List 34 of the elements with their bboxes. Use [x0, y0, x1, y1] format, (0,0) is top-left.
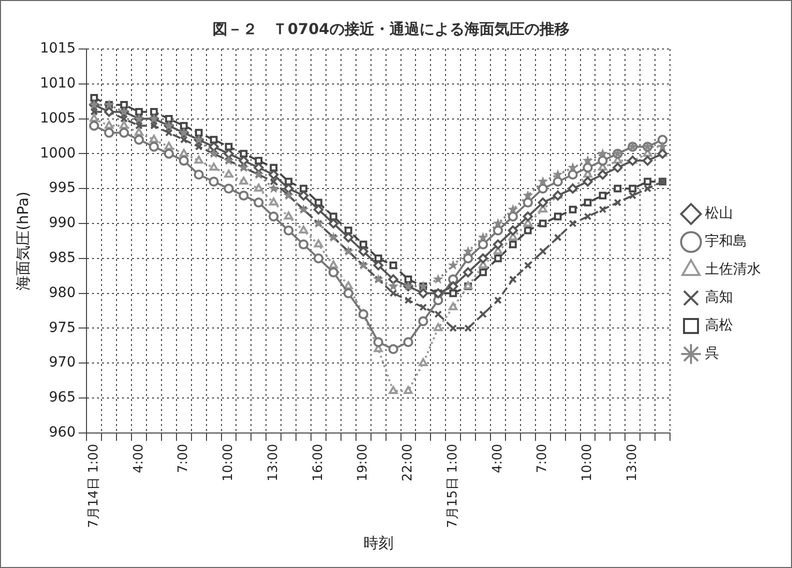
y-tick-label: 1010 — [40, 76, 76, 92]
y-tick-label: 990 — [48, 215, 76, 232]
y-tick-label: 975 — [48, 320, 76, 336]
legend-label: 高松 — [705, 318, 733, 334]
y-tick-label: 960 — [48, 424, 76, 440]
x-tick-label: 10:00 — [221, 444, 236, 482]
legend-label: 高知 — [705, 290, 733, 306]
y-tick-label: 970 — [48, 354, 76, 371]
y-tick-label: 1005 — [40, 110, 76, 126]
x-axis-title: 時刻 — [363, 534, 394, 552]
x-tick-label: 22:00 — [400, 444, 416, 482]
y-axis-title: 海面気圧(hPa) — [14, 192, 32, 290]
x-tick-label: 19:00 — [356, 444, 371, 482]
x-tick-label: 7月14日 1:00 — [86, 444, 102, 528]
chart-title: 図－２ Ｔ0704の接近・通過による海面気圧の推移 — [212, 20, 570, 38]
legend-label: 土佐清水 — [705, 262, 761, 278]
x-tick-label: 16:00 — [310, 444, 326, 482]
legend-label: 松山 — [705, 206, 733, 222]
x-tick-label: 7月15日 1:00 — [445, 444, 460, 528]
x-tick-label: 4:00 — [131, 444, 146, 474]
y-tick-label: 1015 — [40, 40, 76, 57]
y-tick-label: 995 — [48, 180, 76, 196]
y-tick-label: 965 — [48, 390, 76, 406]
y-tick-label: 985 — [48, 250, 76, 266]
x-tick-label: 7:00 — [535, 444, 550, 474]
x-tick-label: 10:00 — [580, 444, 596, 482]
x-tick-label: 13:00 — [266, 444, 281, 482]
y-tick-label: 980 — [48, 284, 76, 301]
legend-label: 呉 — [705, 346, 719, 362]
x-tick-label: 7:00 — [176, 444, 192, 474]
x-tick-label: 4:00 — [490, 444, 506, 474]
x-tick-label: 13:00 — [624, 444, 640, 482]
y-tick-label: 1000 — [40, 145, 76, 162]
legend-label: 宇和島 — [705, 234, 747, 250]
